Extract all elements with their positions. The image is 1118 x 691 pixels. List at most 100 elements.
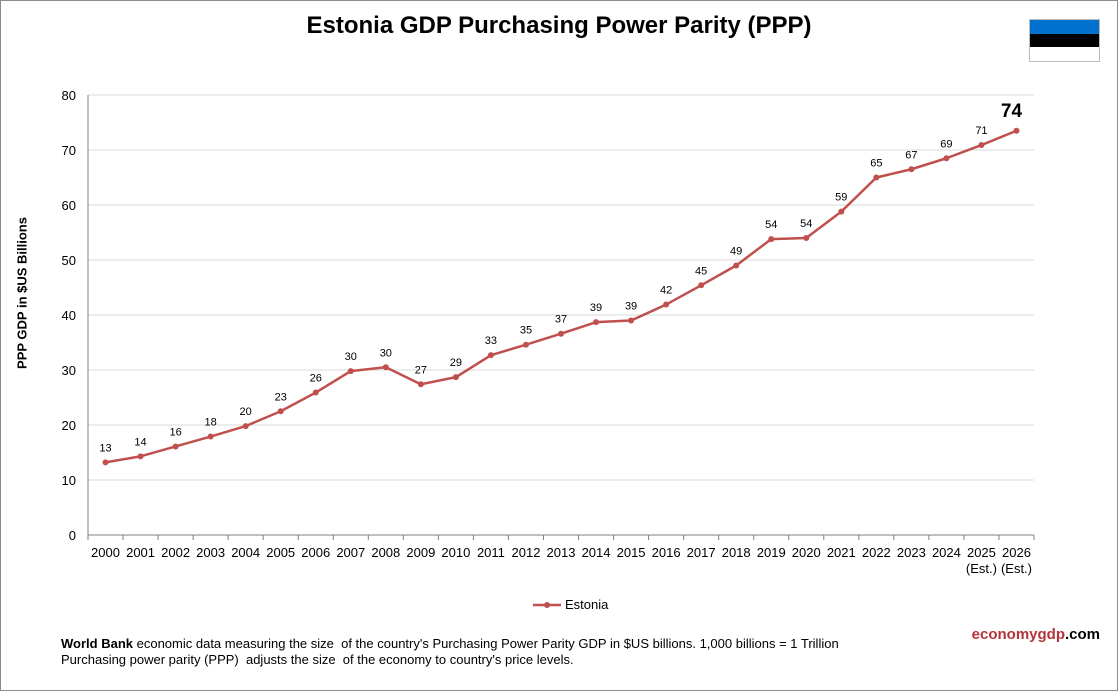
x-tick-label: 2004 [231,545,260,560]
x-tick-label: 2024 [932,545,961,560]
y-tick-label: 80 [62,88,76,103]
x-tick-label: 2011 [477,545,505,560]
x-tick-label: 2019 [757,545,786,560]
data-point [277,408,284,415]
x-tick-label: 2002 [161,545,190,560]
data-label: 39 [590,302,602,314]
x-tick-label: 2012 [512,545,541,560]
footer-line-1-text: economic data measuring the size of the … [133,636,839,651]
data-point [838,208,845,215]
data-point [803,235,810,241]
data-point [733,262,740,269]
x-tick-label: 2016 [652,545,681,560]
y-tick-label: 0 [69,528,76,543]
footer-line-1: World Bank economic data measuring the s… [61,636,839,652]
data-point [978,142,985,149]
legend-label: Estonia [565,597,609,612]
data-point [628,317,635,324]
data-label: 23 [275,391,287,403]
x-tick-label: 2010 [441,545,470,560]
data-point [873,174,880,181]
data-label: 35 [520,325,532,337]
estonia-flag-icon [1029,19,1100,62]
data-label: 27 [415,364,427,376]
footer-line-2: Purchasing power parity (PPP) adjusts th… [61,652,574,667]
x-tick-label: 2025 [967,545,996,560]
flag-stripe-blue [1030,20,1099,34]
data-label: 74 [1001,101,1023,122]
x-tick-label: 2003 [196,545,225,560]
y-tick-label: 20 [62,418,76,433]
y-tick-label: 10 [62,473,76,488]
data-label: 54 [800,218,812,230]
data-label: 65 [870,158,882,170]
data-point [312,389,319,396]
data-point [452,374,459,381]
x-tick-label: 2005 [266,545,295,560]
x-tick-label: 2018 [722,545,751,560]
data-point [522,341,529,348]
data-label: 13 [99,442,111,454]
x-tick-label: 2026 [1002,545,1031,560]
brand-link[interactable]: economygdp.com [972,626,1100,643]
data-point [593,319,600,326]
footer-note: World Bank economic data measuring the s… [61,636,839,668]
x-tick-label: 2013 [547,545,576,560]
x-tick-label: 2001 [126,545,155,560]
data-label: 26 [310,373,322,385]
x-tick-label: 2022 [862,545,891,560]
x-tick-label: 2000 [91,545,120,560]
data-label: 69 [940,138,952,150]
data-label: 54 [765,219,777,231]
data-label: 33 [485,335,497,347]
x-tick-sublabel: (Est.) [966,561,997,576]
data-point [417,381,424,388]
brand-tld: .com [1064,626,1100,643]
x-tick-label: 2017 [687,545,716,560]
data-label: 37 [555,314,567,326]
data-point [1013,127,1020,134]
data-label: 30 [345,351,357,363]
data-point [768,236,775,243]
data-point [242,423,249,430]
x-tick-label: 2015 [617,545,646,560]
data-label: 45 [695,265,707,277]
data-point [347,368,354,375]
data-point [558,330,564,337]
data-point [908,166,915,173]
legend: Estonia [533,597,608,612]
data-label: 59 [835,192,847,204]
data-point [663,301,670,308]
brand-name: economygdp [971,626,1065,643]
data-label: 18 [205,417,217,429]
y-tick-label: 70 [62,143,76,158]
chart-title: Estonia GDP Purchasing Power Parity (PPP… [306,12,812,39]
data-point [102,459,109,466]
x-tick-label: 2007 [336,545,365,560]
data-label: 42 [660,285,672,297]
x-tick-sublabel: (Est.) [1001,561,1032,576]
data-point [943,155,950,162]
x-tick-label: 2009 [406,545,435,560]
flag-stripe-black [1030,33,1099,48]
data-label: 67 [905,149,917,161]
x-tick-label: 2006 [301,545,330,560]
footer-source: World Bank [61,636,133,651]
y-tick-label: 50 [62,253,76,268]
y-tick-label: 60 [62,198,76,213]
data-label: 30 [380,347,392,359]
x-tick-label: 2023 [897,545,926,560]
data-label: 39 [625,301,637,313]
data-label: 14 [134,436,146,448]
x-tick-label: 2021 [827,545,856,560]
data-label: 29 [450,357,462,369]
flag-stripe-white [1030,47,1099,61]
x-tick-label: 2008 [371,545,400,560]
data-label: 16 [169,426,181,438]
y-tick-label: 30 [62,363,76,378]
data-point [382,364,389,371]
x-tick-label: 2020 [792,545,821,560]
data-point [207,433,214,440]
x-tick-label: 2014 [582,545,611,560]
